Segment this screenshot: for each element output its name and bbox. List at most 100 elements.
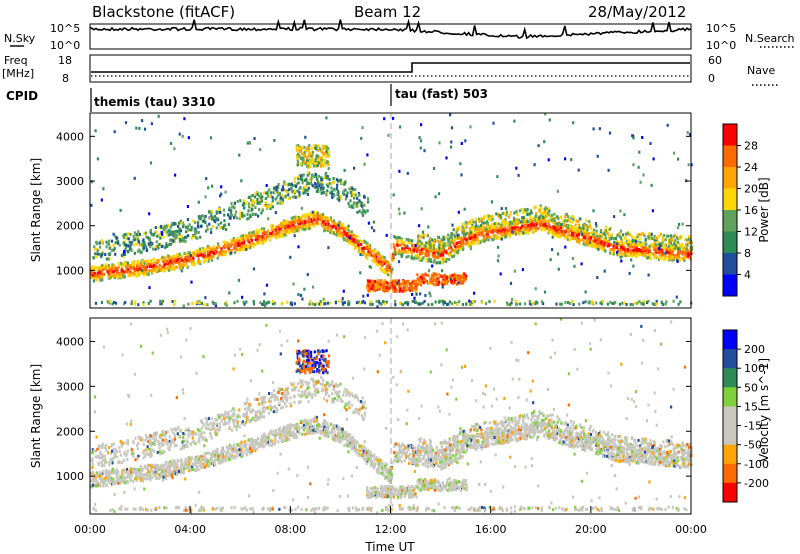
power-cell-4307	[317, 144, 320, 148]
power-cell-1299	[143, 273, 146, 277]
power-cell-2099	[408, 238, 411, 242]
power-cell-2470	[132, 267, 135, 271]
power-cell-3792	[555, 222, 558, 226]
power-cell-2895	[354, 193, 357, 197]
power-cell-4579	[450, 145, 453, 149]
power-cell-4804	[655, 302, 658, 306]
power-cell-726	[662, 257, 665, 261]
power-cell-3145	[327, 184, 330, 188]
power-cell-3930	[390, 279, 393, 283]
power-cell-3134	[317, 180, 320, 184]
power-cell-4337	[473, 291, 476, 295]
power-cell-3220	[165, 225, 168, 229]
power-cell-4198	[316, 162, 319, 166]
power-cell-2575	[540, 218, 543, 222]
power-cell-4336	[676, 259, 679, 263]
power-cell-4146	[412, 282, 415, 285]
power-cell-1398	[534, 225, 537, 229]
power-cell-1546	[470, 242, 473, 246]
power-cell-4373	[509, 281, 513, 285]
power-cell-1752	[448, 257, 451, 261]
power-cell-96	[422, 247, 425, 251]
power-cell-1932	[600, 240, 603, 244]
power-cell-2562	[598, 246, 602, 250]
power-cell-688	[593, 239, 596, 243]
power-cell-3857	[374, 285, 377, 289]
power-cell-2657	[213, 214, 216, 218]
power-cell-4355	[406, 171, 409, 175]
power-cell-2273	[185, 264, 188, 268]
power-cell-3152	[100, 253, 103, 257]
power-cell-2235	[222, 245, 225, 249]
power-cell-3961	[381, 281, 384, 285]
power-cell-4785	[363, 301, 366, 305]
power-cell-2604	[283, 180, 286, 184]
power-cb-swatch-0	[723, 124, 737, 146]
power-cell-3630	[475, 224, 478, 228]
power-cell-2326	[167, 254, 170, 258]
power-cell-1241	[302, 213, 305, 217]
power-cell-1596	[176, 253, 179, 256]
power-cell-2200	[303, 221, 306, 225]
power-cell-1092	[154, 265, 157, 269]
power-cell-202	[633, 245, 636, 249]
power-cell-1941	[129, 270, 132, 274]
power-cell-3280	[171, 221, 174, 225]
power-cell-4096	[389, 283, 392, 287]
power-cell-3658	[633, 239, 636, 243]
power-cell-2968	[156, 234, 159, 238]
power-cell-4028	[405, 288, 408, 292]
power-cell-2659	[317, 174, 321, 178]
power-cell-4097	[440, 281, 443, 285]
power-cell-3636	[643, 234, 646, 238]
power-cell-1058	[617, 248, 620, 251]
power-cell-2599	[368, 253, 371, 257]
power-cell-2596	[213, 245, 216, 249]
power-cell-4378	[348, 236, 351, 240]
power-cell-2579	[489, 224, 492, 228]
power-cell-885	[182, 264, 185, 267]
power-cell-3233	[322, 191, 326, 194]
power-cell-2644	[173, 240, 177, 244]
power-cell-2279	[459, 247, 462, 251]
power-cell-4732	[541, 300, 544, 304]
power-cell-4397	[301, 297, 304, 301]
power-cell-3141	[310, 183, 313, 187]
power-cell-4272	[325, 155, 328, 159]
power-cell-773	[665, 250, 669, 254]
power-cell-2802	[353, 196, 356, 200]
power-cell-2343	[386, 261, 389, 265]
nsky-tick-hi: 10^5	[50, 22, 80, 35]
power-cell-1820	[486, 234, 489, 238]
power-cell-1149	[445, 257, 448, 261]
power-cell-938	[562, 229, 565, 233]
cpid-mode-2: tau (fast) 503	[395, 87, 488, 101]
power-cell-1226	[105, 263, 108, 267]
power-cell-2873	[152, 233, 156, 237]
power-cell-3223	[154, 245, 157, 249]
power-cell-4405	[560, 223, 563, 227]
power-cell-4328	[263, 292, 266, 296]
power-cell-4714	[347, 303, 350, 306]
power-cell-3811	[443, 280, 447, 284]
power-cell-1946	[226, 244, 229, 248]
power-cell-4618	[159, 299, 162, 303]
power-cell-4821	[506, 302, 509, 306]
power-cell-4106	[367, 280, 370, 283]
power-cell-3289	[211, 217, 214, 221]
power-cell-3153	[125, 243, 128, 247]
power-cell-3102	[301, 178, 304, 182]
power-cell-3131	[187, 234, 190, 238]
power-cell-3661	[663, 234, 666, 237]
power-cell-875	[215, 250, 218, 254]
power-cell-2260	[431, 253, 434, 257]
power-cell-3262	[271, 205, 274, 209]
power-cell-4133	[429, 279, 432, 283]
power-cell-2127	[362, 246, 365, 250]
power-cell-4136	[456, 282, 459, 286]
power-cell-2849	[132, 238, 135, 242]
power-cell-4416	[492, 121, 495, 125]
power-cell-4121	[465, 274, 468, 278]
power-cell-2124	[239, 236, 242, 240]
power-cell-3051	[230, 202, 233, 206]
